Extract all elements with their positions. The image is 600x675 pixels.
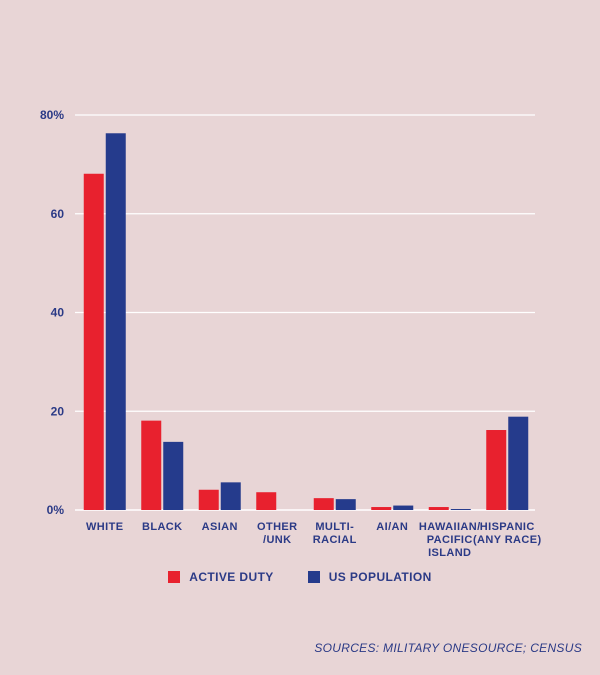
legend-swatch-active-duty: [168, 571, 181, 583]
legend-label-active-duty: ACTIVE DUTY: [189, 570, 274, 584]
x-category-label: BLACK: [142, 521, 183, 533]
bar-active-duty: [256, 492, 277, 510]
x-category-label: MULTI-RACIAL: [313, 521, 357, 546]
legend: ACTIVE DUTY US POPULATION: [0, 570, 600, 584]
bar-active-duty: [141, 420, 162, 510]
legend-item-us-population: US POPULATION: [307, 570, 432, 584]
x-category-label: HISPANIC (ANY RACE): [473, 521, 542, 546]
bar-active-duty: [486, 430, 507, 510]
legend-swatch-us-population: [307, 571, 320, 583]
bar-us-population: [393, 505, 414, 510]
x-category-label: WHITE: [86, 521, 123, 533]
y-tick-label: 80%: [40, 108, 64, 122]
y-tick-label: 0%: [47, 503, 65, 517]
bar-us-population: [450, 509, 471, 510]
bar-us-population: [508, 416, 529, 510]
y-tick-label: 20: [51, 404, 65, 418]
source-note: SOURCES: MILITARY ONESOURCE; CENSUS: [314, 641, 582, 655]
bar-active-duty: [198, 489, 219, 510]
bar-chart: 0% 20 40 60 80% WHITE BLACK ASIAN OTHER/UNK MULT…: [40, 108, 542, 559]
bar-active-duty: [83, 173, 104, 510]
legend-item-active-duty: ACTIVE DUTY: [168, 570, 273, 584]
y-axis-ticks: 0% 20 40 60 80%: [40, 108, 64, 517]
bar-us-population: [105, 133, 126, 511]
y-tick-label: 60: [51, 207, 65, 221]
bar-active-duty: [371, 507, 392, 510]
bar-active-duty: [428, 507, 449, 510]
x-category-label: HAWAIIAN/PACIFIC ISLAND: [419, 521, 481, 559]
y-tick-label: 40: [51, 306, 65, 320]
legend-label-us-population: US POPULATION: [328, 570, 432, 584]
x-category-label: ASIAN: [202, 521, 238, 533]
x-category-label: AI/AN: [376, 521, 408, 533]
bar-us-population: [220, 482, 241, 510]
bar-us-population: [163, 441, 184, 510]
bar-us-population: [335, 499, 356, 510]
bars: [83, 133, 529, 511]
bar-active-duty: [313, 498, 334, 510]
x-axis-labels: WHITE BLACK ASIAN OTHER/UNK MULTI-RACIAL AI/A…: [86, 521, 542, 559]
x-category-label: OTHER/UNK: [257, 521, 298, 546]
